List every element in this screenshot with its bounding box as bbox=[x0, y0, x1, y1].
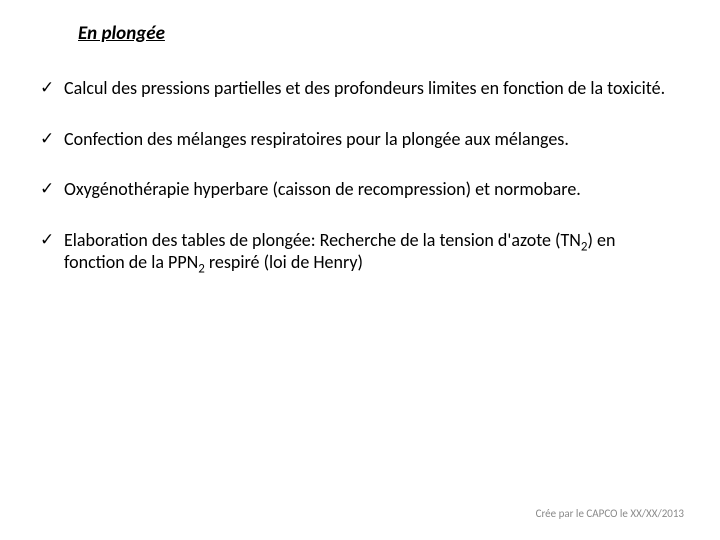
slide-container: En plongée Calcul des pressions partiell… bbox=[0, 0, 720, 540]
bullet-text: Confection des mélanges respiratoires po… bbox=[64, 128, 569, 150]
bullet-text: Oxygénothérapie hyperbare (caisson de re… bbox=[64, 178, 581, 200]
bullet-item: Calcul des pressions partielles et des p… bbox=[40, 77, 680, 100]
bullet-item: Oxygénothérapie hyperbare (caisson de re… bbox=[40, 178, 680, 201]
bullet-list: Calcul des pressions partielles et des p… bbox=[40, 77, 680, 274]
footer-text: Crée par le CAPCO le XX/XX/2013 bbox=[536, 507, 684, 520]
bullet-item: Elaboration des tables de plongée: Reche… bbox=[40, 229, 680, 274]
bullet-text: Calcul des pressions partielles et des p… bbox=[64, 77, 665, 99]
bullet-text: Elaboration des tables de plongée: Reche… bbox=[64, 229, 615, 274]
slide-title: En plongée bbox=[78, 22, 680, 45]
bullet-item: Confection des mélanges respiratoires po… bbox=[40, 128, 680, 151]
